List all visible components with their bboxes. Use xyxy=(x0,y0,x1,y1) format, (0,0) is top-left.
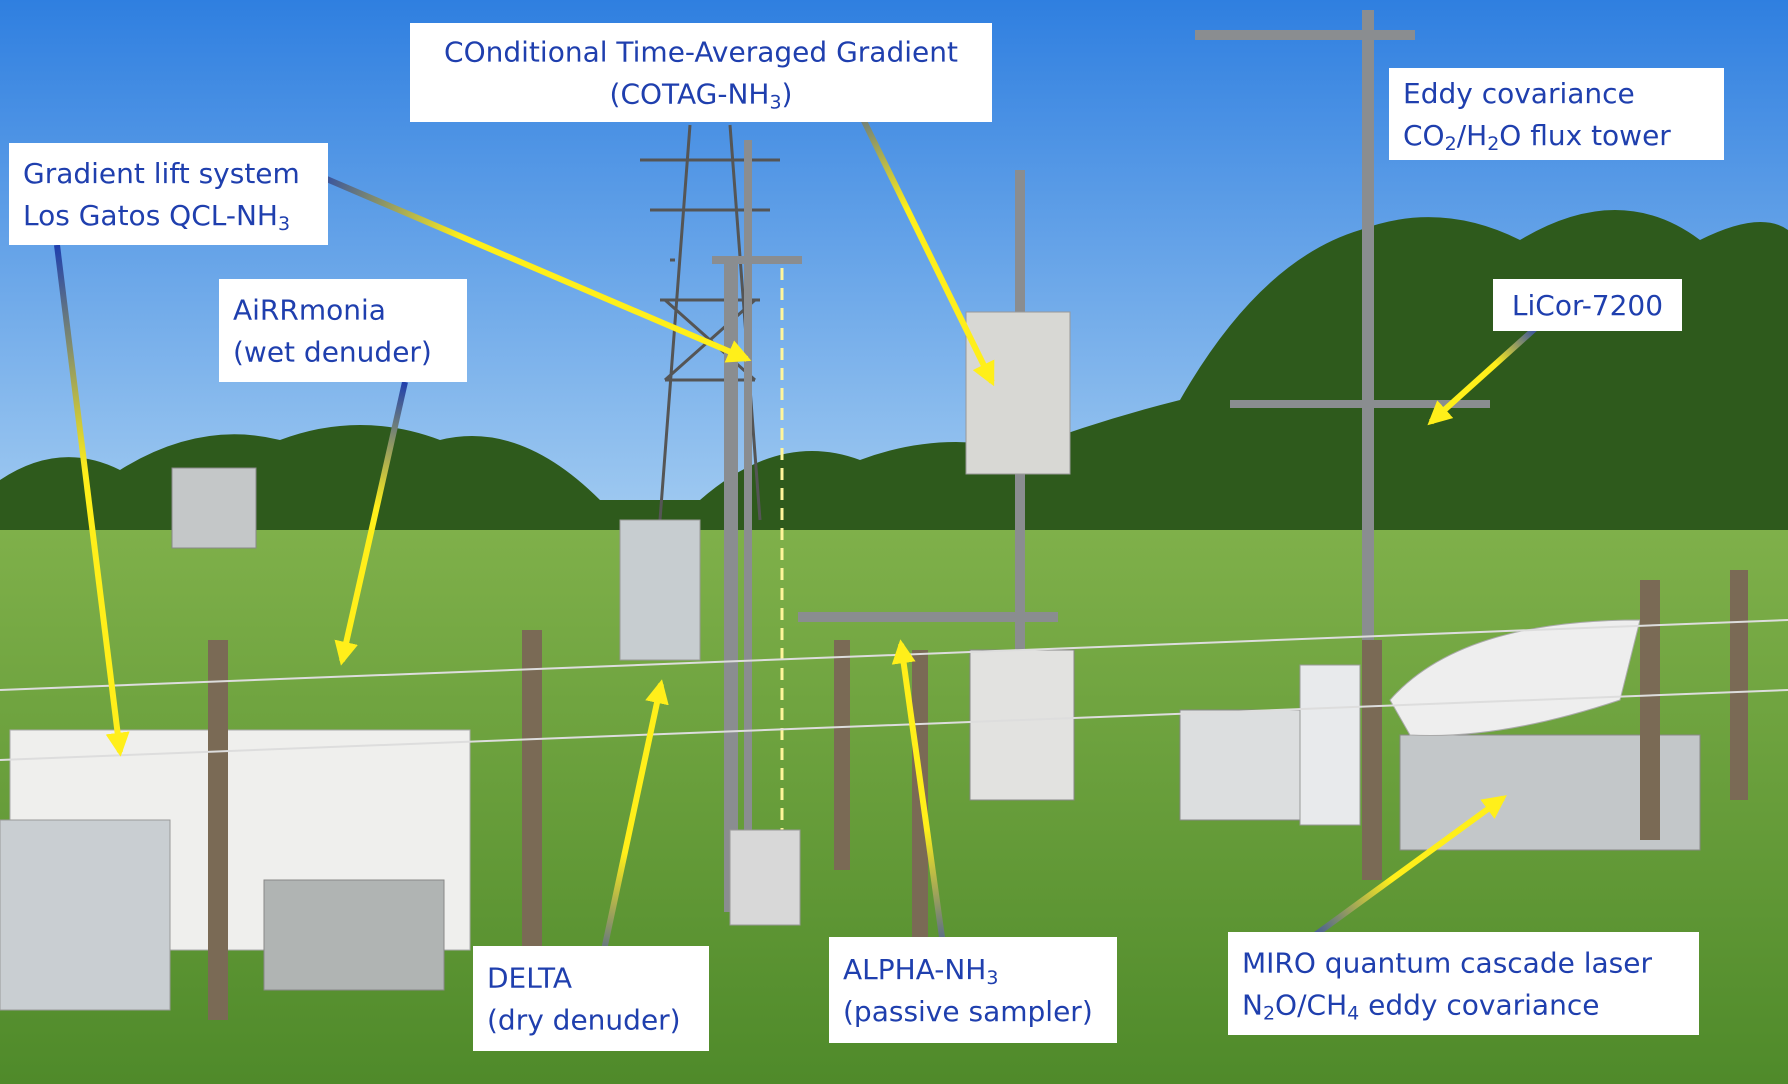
callout-text: CO2/H2O flux tower xyxy=(1403,119,1671,155)
text-run: O flux tower xyxy=(1499,119,1671,152)
page: {"labels": [ {"lines": [["COnditional Ti… xyxy=(0,0,1788,1084)
photo: COnditional Time-Averaged Gradient (COTAG… xyxy=(0,0,1788,1084)
callout-text: (COTAG-NH3) xyxy=(610,78,793,114)
callout-text: DELTA xyxy=(487,962,572,995)
callout-text: (passive sampler) xyxy=(843,995,1093,1028)
callout-text: MIRO quantum cascade laser xyxy=(1242,947,1652,980)
text-run: CO xyxy=(1403,119,1445,152)
text-run: Gradient lift system xyxy=(23,157,300,190)
callout-text: Eddy covariance xyxy=(1403,77,1635,110)
subscript: 4 xyxy=(1347,1002,1359,1024)
callout-text: AiRRmonia xyxy=(233,294,386,327)
callout: AiRRmonia (wet denuder) xyxy=(219,279,467,382)
text-run: ALPHA-NH xyxy=(843,953,986,986)
subscript: 3 xyxy=(278,213,290,235)
callout: LiCor-7200 xyxy=(1493,279,1682,331)
callout-text: (dry denuder) xyxy=(487,1004,681,1037)
callout-text: Gradient lift system xyxy=(23,157,300,190)
text-run: DELTA xyxy=(487,962,572,995)
callout-text: LiCor-7200 xyxy=(1512,289,1663,322)
text-run: N xyxy=(1242,989,1263,1022)
text-run: LiCor-7200 xyxy=(1512,289,1663,322)
text-run: /H xyxy=(1457,119,1488,152)
text-run: O/CH xyxy=(1275,989,1347,1022)
callout: DELTA (dry denuder) xyxy=(473,946,709,1051)
text-run: (wet denuder) xyxy=(233,336,432,369)
text-run: AiRRmonia xyxy=(233,294,386,327)
text-run: (passive sampler) xyxy=(843,995,1093,1028)
callout-text: N2O/CH4 eddy covariance xyxy=(1242,989,1599,1025)
subscript: 3 xyxy=(769,91,781,113)
callout-text: Los Gatos QCL-NH3 xyxy=(23,199,290,235)
callout: COnditional Time-Averaged Gradient (COTAG… xyxy=(410,23,992,122)
subscript: 2 xyxy=(1263,1002,1275,1024)
text-run: eddy covariance xyxy=(1359,989,1599,1022)
callout: Gradient lift system Los Gatos QCL-NH3 xyxy=(9,143,328,245)
text-run: ) xyxy=(782,78,793,111)
text-run: COnditional Time-Averaged Gradient xyxy=(444,36,958,69)
callout-text: (wet denuder) xyxy=(233,336,432,369)
callout: MIRO quantum cascade laser N2O/CH4 eddy c… xyxy=(1228,932,1699,1035)
subscript: 3 xyxy=(986,967,998,989)
callout-text: COnditional Time-Averaged Gradient xyxy=(444,36,958,69)
text-run: (COTAG-NH xyxy=(610,78,770,111)
text-run: MIRO quantum cascade laser xyxy=(1242,947,1652,980)
subscript: 2 xyxy=(1445,133,1457,155)
text-run: (dry denuder) xyxy=(487,1004,681,1037)
text-run: Los Gatos QCL-NH xyxy=(23,199,278,232)
callout: ALPHA-NH3 (passive sampler) xyxy=(829,937,1117,1043)
text-run: Eddy covariance xyxy=(1403,77,1635,110)
callout-text: ALPHA-NH3 xyxy=(843,953,998,989)
subscript: 2 xyxy=(1487,133,1499,155)
